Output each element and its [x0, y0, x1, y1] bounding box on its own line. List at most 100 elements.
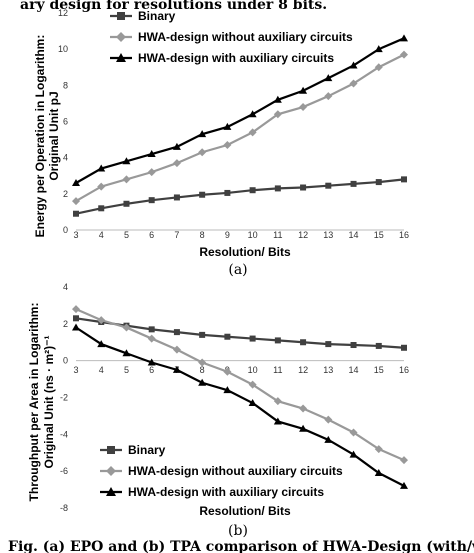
series-line-3 [75, 37, 405, 184]
x-tick-label: 8 [200, 365, 205, 375]
chart-a-series [72, 34, 408, 217]
legend-label-3: HWA-design with auxiliary circuits [138, 51, 334, 65]
data-point-s1 [350, 180, 357, 187]
chart-b-subplot-label: (b) [228, 523, 248, 539]
data-point-s1 [401, 176, 407, 183]
data-point-s1 [73, 315, 79, 322]
data-point-s2 [198, 148, 207, 157]
x-tick-label: 16 [399, 365, 409, 375]
data-point-s3 [400, 481, 408, 489]
x-tick-label: 3 [73, 365, 78, 375]
data-point-s2 [172, 345, 181, 354]
data-point-s1 [325, 182, 332, 189]
data-point-s1 [173, 329, 180, 336]
chart-b-ylabel-line1: Throughput per Area in Logarithm: [27, 303, 41, 502]
x-tick-label: 9 [225, 230, 230, 240]
data-point-s3 [273, 417, 282, 425]
x-tick-label: 6 [149, 365, 154, 375]
legend-marker-1 [117, 12, 125, 20]
x-tick-label: 14 [349, 230, 359, 240]
data-point-s1 [401, 344, 407, 351]
chart-b-xlabel: Resolution/ Bits [199, 504, 291, 518]
x-tick-label: 10 [248, 365, 258, 375]
chart-b-legend: Binary HWA-design without auxiliary circu… [100, 443, 343, 499]
legend-marker-1 [107, 446, 115, 454]
data-point-s1 [325, 341, 332, 348]
data-point-s3 [349, 450, 358, 458]
chart-b-axes: -8-6-4-2024345678910111213141516 [60, 282, 409, 513]
data-point-s1 [199, 331, 206, 338]
x-tick-label: 5 [124, 230, 129, 240]
data-point-s2 [400, 50, 408, 59]
y-tick-label: 4 [63, 153, 68, 163]
data-point-s2 [324, 415, 333, 424]
chart-a-ylabel-line1: Energy per Operation in Logarithm: [33, 35, 47, 238]
data-point-s3 [374, 469, 383, 477]
y-tick-label: 2 [63, 189, 68, 199]
y-tick-label: 2 [63, 319, 68, 329]
legend-label-2: HWA-design without auxiliary circuits [138, 30, 353, 44]
data-point-s3 [172, 365, 181, 373]
data-point-s1 [148, 197, 155, 204]
data-point-s2 [122, 175, 131, 184]
data-point-s2 [400, 456, 408, 465]
legend-marker-3 [106, 487, 116, 496]
data-point-s1 [173, 194, 180, 201]
data-point-s1 [224, 333, 231, 340]
y-tick-label: 4 [63, 282, 68, 292]
y-tick-label: 8 [63, 80, 68, 90]
data-point-s3 [324, 74, 333, 82]
legend-label-1: Binary [128, 443, 166, 457]
y-tick-label: -2 [60, 393, 68, 403]
y-tick-label: -6 [60, 466, 68, 476]
data-point-s3 [248, 399, 257, 407]
x-tick-label: 6 [149, 230, 154, 240]
data-point-s3 [122, 349, 131, 357]
x-tick-label: 15 [374, 365, 384, 375]
series-line-2 [75, 308, 405, 462]
chart-b-ylabel-line2: Original Unit (ns · m²)⁻¹ [42, 336, 56, 469]
data-point-s3 [324, 435, 333, 443]
series-line-3 [75, 326, 405, 487]
chart-a-subplot-label: (a) [228, 262, 247, 278]
y-tick-label: 12 [58, 8, 68, 18]
y-tick-label: 6 [63, 117, 68, 127]
data-point-s2 [147, 168, 156, 177]
data-point-s2 [172, 159, 181, 168]
data-point-s3 [223, 386, 232, 394]
data-point-s1 [300, 184, 307, 191]
data-point-s3 [147, 358, 156, 366]
data-point-s2 [97, 182, 106, 191]
data-point-s3 [198, 378, 207, 386]
data-point-s2 [324, 92, 333, 101]
data-point-s1 [148, 326, 155, 333]
x-tick-label: 13 [323, 230, 333, 240]
legend-marker-3 [116, 53, 126, 62]
chart-a-ylabel-line2: Original Unit pJ [47, 91, 61, 180]
y-tick-label: 0 [63, 225, 68, 235]
data-point-s3 [223, 122, 232, 130]
chart-a-legend: Binary HWA-design without auxiliary circu… [110, 9, 353, 65]
series-line-1 [75, 178, 405, 215]
data-point-s3 [374, 45, 383, 53]
data-point-s2 [299, 103, 308, 112]
data-point-s3 [97, 340, 106, 348]
data-point-s2 [147, 334, 156, 343]
data-point-s2 [374, 445, 383, 454]
data-point-s3 [299, 86, 308, 94]
data-point-s1 [375, 342, 382, 349]
footer-caption: Fig. (a) EPO and (b) TPA comparison of H… [8, 539, 474, 553]
data-point-s3 [122, 157, 131, 165]
data-point-s2 [349, 428, 358, 437]
data-point-s1 [123, 200, 130, 207]
data-point-s3 [400, 34, 408, 42]
data-point-s1 [73, 210, 79, 217]
x-tick-label: 4 [99, 230, 104, 240]
data-point-s2 [122, 323, 131, 332]
x-tick-label: 16 [399, 230, 409, 240]
data-point-s2 [223, 367, 232, 376]
data-point-s1 [249, 335, 256, 342]
data-point-s2 [273, 397, 282, 406]
x-tick-label: 8 [200, 230, 205, 240]
